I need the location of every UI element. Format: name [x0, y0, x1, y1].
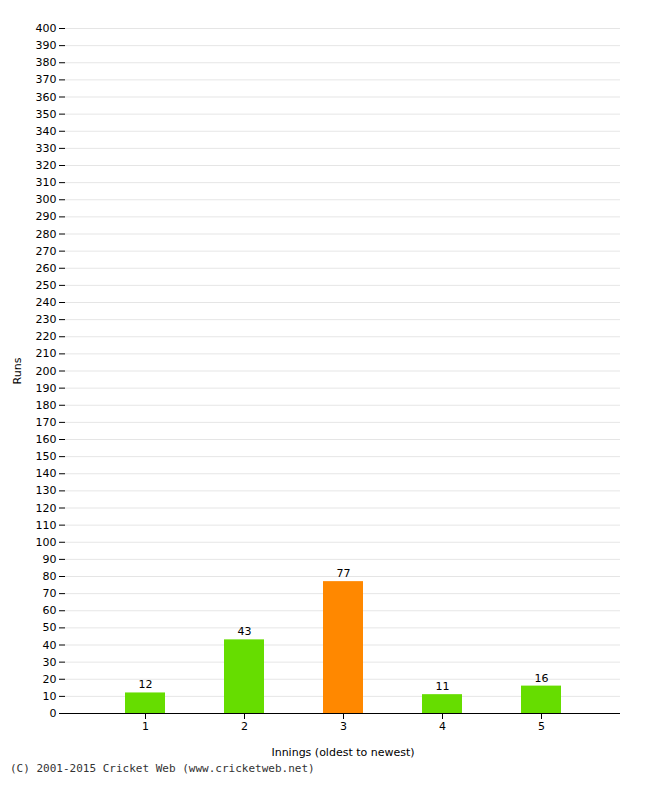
svg-text:70: 70	[43, 587, 57, 600]
svg-text:12: 12	[139, 678, 153, 691]
svg-text:340: 340	[36, 125, 57, 138]
svg-text:310: 310	[36, 176, 57, 189]
svg-text:5: 5	[538, 720, 545, 733]
svg-text:220: 220	[36, 330, 57, 343]
svg-text:43: 43	[238, 625, 252, 638]
svg-text:3: 3	[340, 720, 347, 733]
svg-text:Innings (oldest to newest): Innings (oldest to newest)	[271, 746, 414, 759]
svg-text:170: 170	[36, 416, 57, 429]
svg-text:270: 270	[36, 245, 57, 258]
svg-text:390: 390	[36, 39, 57, 52]
svg-text:400: 400	[36, 22, 57, 35]
svg-text:120: 120	[36, 502, 57, 515]
svg-text:260: 260	[36, 262, 57, 275]
svg-text:90: 90	[43, 553, 57, 566]
svg-text:20: 20	[43, 673, 57, 686]
svg-text:1: 1	[142, 720, 149, 733]
svg-text:Runs: Runs	[11, 357, 24, 384]
svg-text:60: 60	[43, 604, 57, 617]
svg-text:370: 370	[36, 73, 57, 86]
svg-text:360: 360	[36, 91, 57, 104]
svg-text:16: 16	[535, 672, 549, 685]
svg-text:10: 10	[43, 690, 57, 703]
svg-text:330: 330	[36, 142, 57, 155]
svg-text:280: 280	[36, 228, 57, 241]
html-text:(C) 2001-2015 Cricket Web (www: (C) 2001-2015 Cricket Web (www.cricketwe…	[10, 762, 315, 775]
svg-text:11: 11	[436, 680, 450, 693]
svg-text:77: 77	[337, 567, 351, 580]
svg-text:100: 100	[36, 536, 57, 549]
svg-text:0: 0	[50, 707, 57, 720]
svg-text:300: 300	[36, 193, 57, 206]
svg-text:230: 230	[36, 313, 57, 326]
svg-text:250: 250	[36, 279, 57, 292]
svg-text:200: 200	[36, 365, 57, 378]
svg-text:350: 350	[36, 108, 57, 121]
svg-text:40: 40	[43, 639, 57, 652]
svg-text:2: 2	[241, 720, 248, 733]
svg-text:4: 4	[439, 720, 446, 733]
svg-text:240: 240	[36, 296, 57, 309]
svg-text:210: 210	[36, 347, 57, 360]
svg-text:80: 80	[43, 570, 57, 583]
svg-text:30: 30	[43, 656, 57, 669]
svg-text:110: 110	[36, 519, 57, 532]
svg-text:290: 290	[36, 210, 57, 223]
svg-text:380: 380	[36, 56, 57, 69]
svg-text:130: 130	[36, 484, 57, 497]
svg-text:150: 150	[36, 450, 57, 463]
svg-text:190: 190	[36, 382, 57, 395]
svg-text:140: 140	[36, 467, 57, 480]
svg-text:320: 320	[36, 159, 57, 172]
svg-text:180: 180	[36, 399, 57, 412]
svg-text:50: 50	[43, 621, 57, 634]
svg-text:160: 160	[36, 433, 57, 446]
